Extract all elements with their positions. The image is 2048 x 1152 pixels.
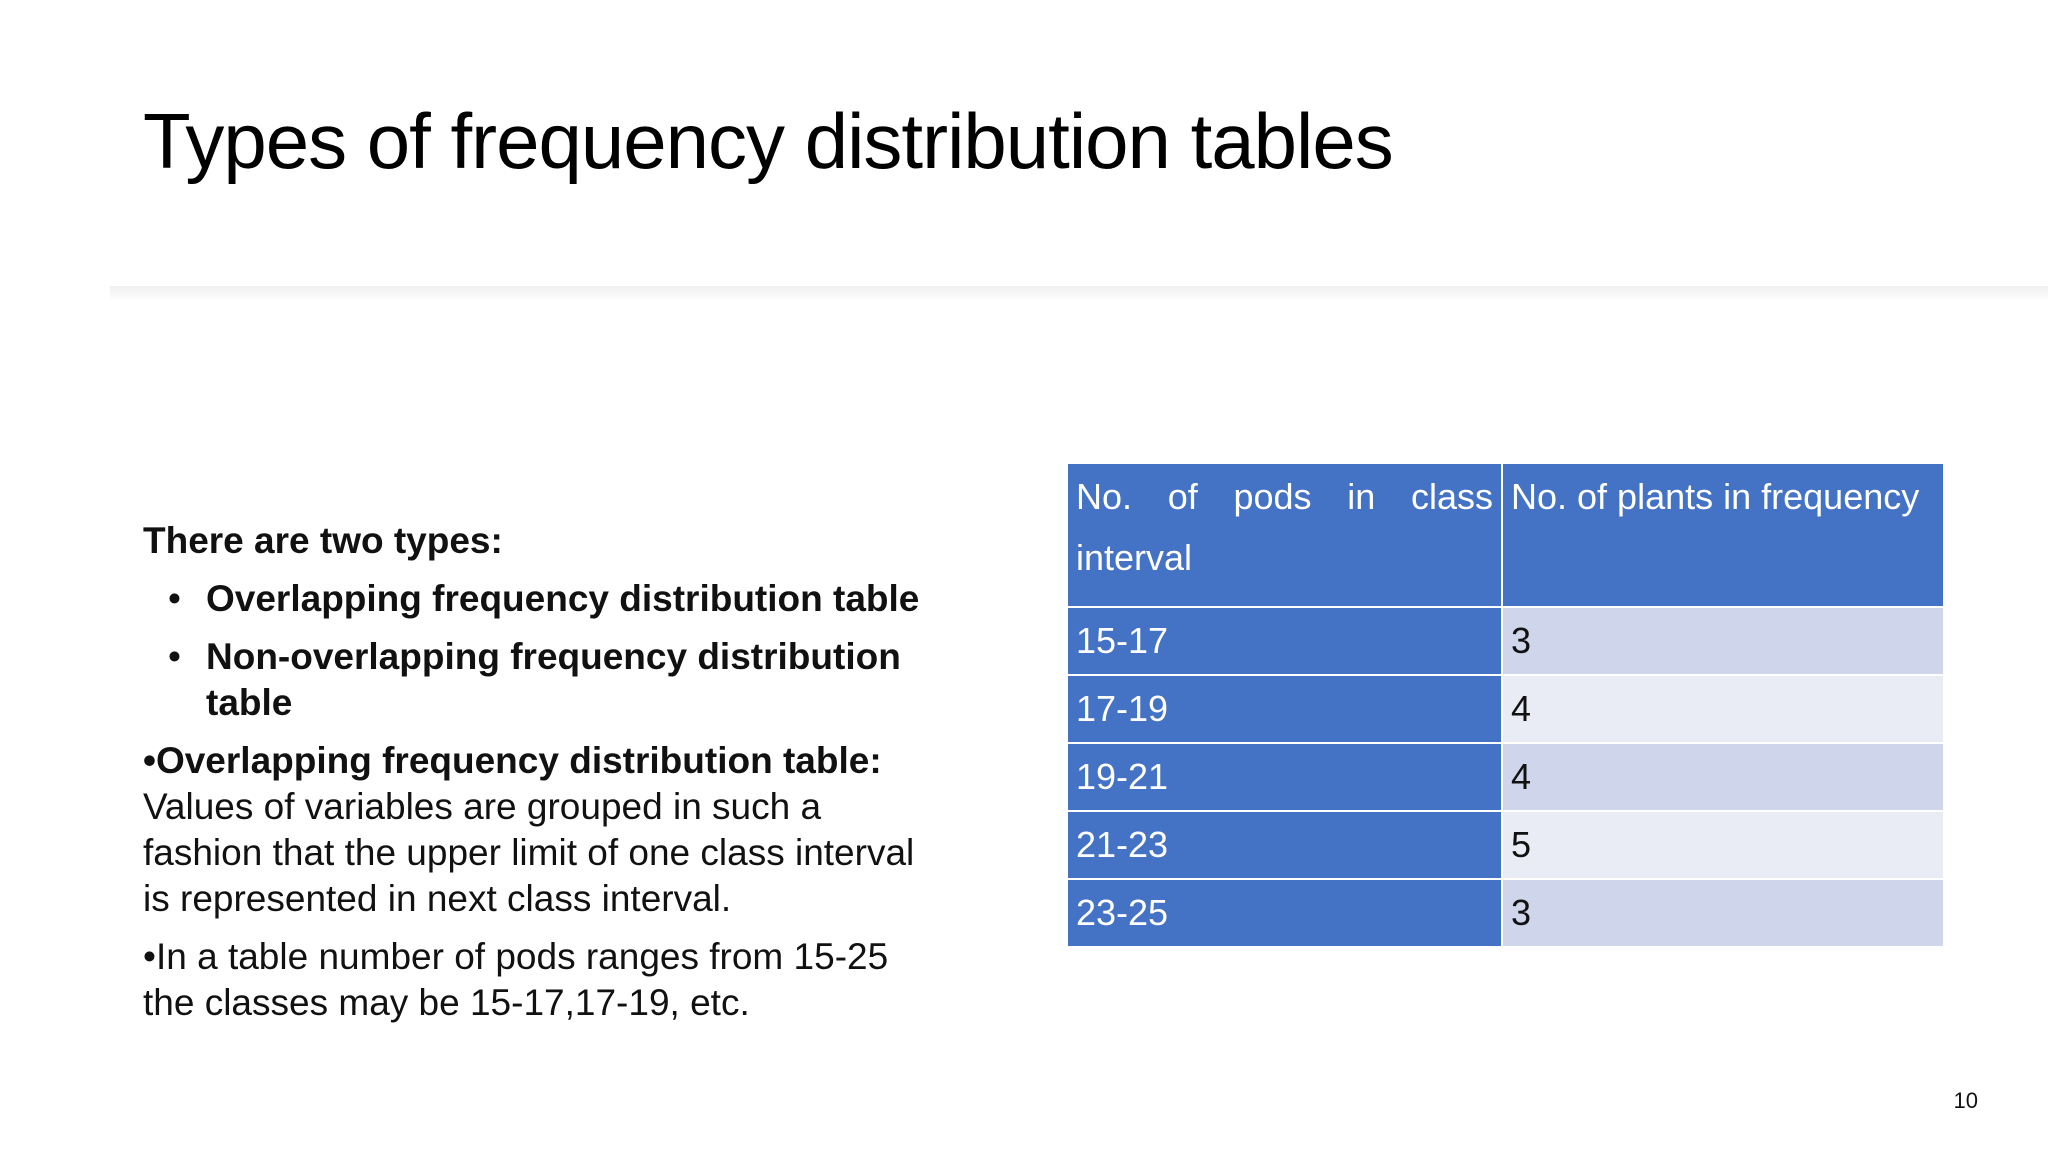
frequency-cell: 4: [1501, 742, 1945, 812]
overlapping-description: Values of variables are grouped in such …: [143, 786, 915, 919]
interval-cell: 21-23: [1066, 810, 1503, 880]
list-item-label: Overlapping frequency distribution table: [206, 578, 920, 619]
table-row: 19-21 4: [1066, 742, 1945, 812]
title-divider-shadow: [110, 286, 2048, 302]
interval-cell: 23-25: [1066, 878, 1503, 948]
intro-text: There are two types:: [143, 520, 503, 561]
interval-cell: 19-21: [1066, 742, 1503, 812]
frequency-cell: 3: [1501, 878, 1945, 948]
table-row: 15-17 3: [1066, 606, 1945, 676]
bullet-icon: •: [168, 636, 181, 677]
overlapping-paragraph: •Overlapping frequency distribution tabl…: [143, 738, 943, 922]
frequency-cell: 5: [1501, 810, 1945, 880]
list-item-label: Non-overlapping frequency distribution t…: [206, 636, 901, 723]
header-frequency: No. of plants in frequency: [1501, 462, 1945, 608]
frequency-table: No. of pods in class interval No. of pla…: [1066, 462, 1945, 948]
interval-cell: 17-19: [1066, 674, 1503, 744]
interval-cell: 15-17: [1066, 606, 1503, 676]
table-row: 23-25 3: [1066, 878, 1945, 948]
table-row: 17-19 4: [1066, 674, 1945, 744]
slide-title: Types of frequency distribution tables: [143, 97, 1394, 185]
example-paragraph: •In a table number of pods ranges from 1…: [143, 936, 889, 1023]
types-list: • Overlapping frequency distribution tab…: [143, 576, 943, 726]
header-class-interval: No. of pods in class interval: [1066, 462, 1503, 608]
body-text: There are two types: • Overlapping frequ…: [143, 518, 943, 1038]
bullet-icon: •: [168, 578, 181, 619]
overlapping-lead: •Overlapping frequency distribution tabl…: [143, 740, 882, 781]
list-item: • Non-overlapping frequency distribution…: [168, 634, 943, 726]
page-number: 10: [1953, 1088, 1978, 1113]
list-item: • Overlapping frequency distribution tab…: [168, 576, 943, 622]
frequency-cell: 4: [1501, 674, 1945, 744]
table-header-row: No. of pods in class interval No. of pla…: [1066, 462, 1945, 608]
frequency-cell: 3: [1501, 606, 1945, 676]
title-band: [0, 0, 2048, 288]
table-row: 21-23 5: [1066, 810, 1945, 880]
